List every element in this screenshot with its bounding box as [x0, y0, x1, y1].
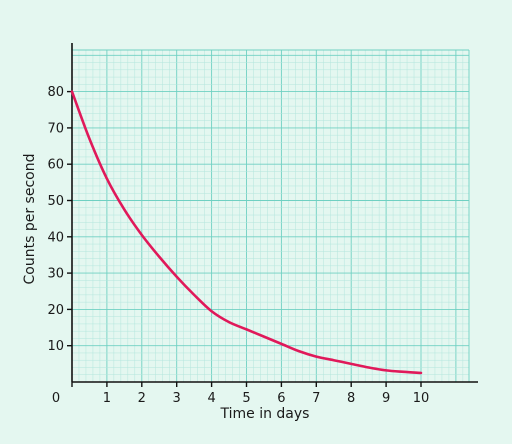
y-tick-label-70: 70	[47, 121, 64, 136]
x-tick-label-8: 8	[347, 391, 355, 406]
labels: Time in days Counts per second 0	[22, 154, 309, 422]
x-tick-label-10: 10	[413, 391, 430, 406]
y-tick-label-10: 10	[47, 339, 64, 354]
x-axis-label: Time in days	[220, 406, 310, 422]
y-tick-label-60: 60	[47, 158, 64, 173]
x-tick-label-7: 7	[312, 391, 320, 406]
x-tick-label-6: 6	[277, 391, 285, 406]
y-axis-label: Counts per second	[22, 154, 38, 285]
x-tick-label-4: 4	[207, 391, 215, 406]
y-tick-label-80: 80	[47, 85, 64, 100]
x-tick-label-2: 2	[138, 391, 146, 406]
axes: 1 2 3 4 5 6 7 8 9 10 10 20 30 40 50 60 70 80	[47, 43, 478, 406]
y-tick-label-50: 50	[47, 194, 64, 209]
origin-label: 0	[52, 391, 60, 406]
y-tick-label-20: 20	[47, 303, 64, 318]
x-tick-label-9: 9	[382, 391, 390, 406]
y-tick-label-40: 40	[47, 230, 64, 245]
x-tick-label-1: 1	[103, 391, 111, 406]
x-tick-label-5: 5	[242, 391, 250, 406]
y-tick-label-30: 30	[47, 267, 64, 282]
series-layer	[70, 90, 423, 375]
series-line-0	[70, 90, 423, 375]
x-tick-label-3: 3	[173, 391, 181, 406]
